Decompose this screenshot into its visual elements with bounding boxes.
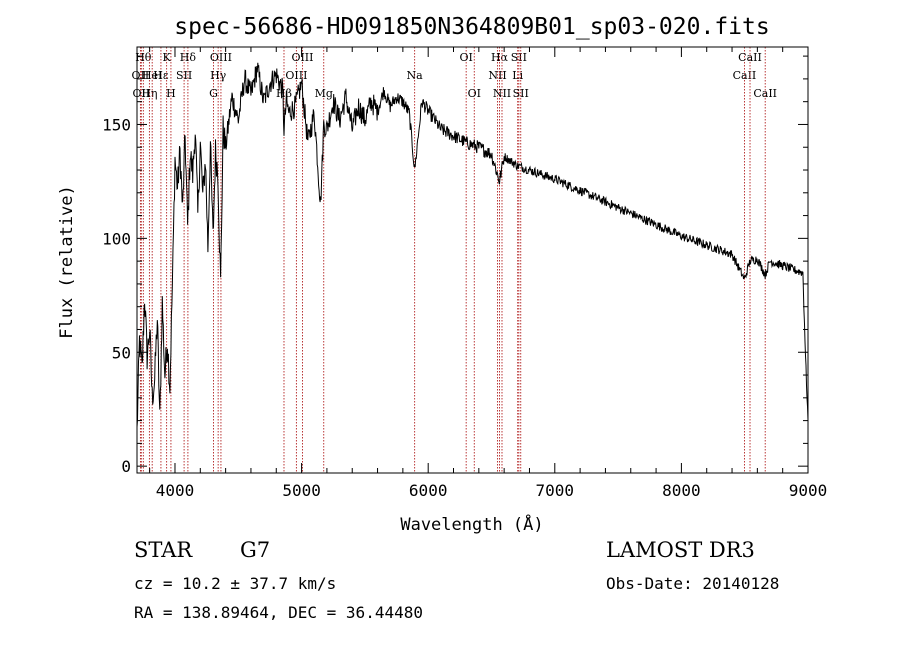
y-tick-label: 100 (102, 229, 131, 248)
spectral-line-label: Hβ (276, 87, 292, 100)
spectral-line-label: CaII (733, 69, 757, 82)
redshift-velocity: cz = 10.2 ± 37.7 km/s (134, 574, 337, 593)
spectral-line-label: OIII (210, 51, 232, 64)
spectral-line-label: OIII (285, 69, 307, 82)
x-tick-label: 4000 (156, 481, 195, 500)
plot-frame (136, 46, 809, 474)
emission-line-markers: HθOIIOIIHηHeIHεKHSIIHδGHγOIIIHβOIIIOIIIM… (132, 47, 777, 473)
chart-title: spec-56686-HD091850N364809B01_sp03-020.f… (174, 14, 769, 40)
spectral-line-label: HeI (142, 69, 162, 82)
survey-name: LAMOST DR3 (606, 538, 755, 562)
y-axis-label: Flux (relative) (57, 185, 77, 339)
spectral-line-label: OI (468, 87, 481, 100)
spectral-line-label: Hε (153, 69, 169, 82)
x-tick-label: 5000 (282, 481, 321, 500)
spectral-line-label: OII (132, 69, 150, 82)
object-subclass: G7 (240, 538, 271, 562)
spectral-line-label: Hγ (210, 69, 227, 82)
x-tick-label: 8000 (662, 481, 701, 500)
flux-series-line (136, 62, 809, 428)
spectral-line-label: OI (459, 51, 472, 64)
x-tick-label: 6000 (409, 481, 448, 500)
flux-series (136, 62, 809, 428)
spectral-line-label: K (163, 51, 172, 64)
spectral-line-label: Hη (141, 87, 157, 100)
x-axis-label: Wavelength (Å) (400, 513, 543, 535)
spectral-line-label: OIII (291, 51, 313, 64)
y-tick-label: 0 (121, 457, 131, 476)
axis-ticks: 4000 5000 6000 7000 8000 9000 0 50 100 150 (102, 47, 827, 500)
spectral-line-label: Mg (315, 87, 333, 100)
spectral-line-label: G (209, 87, 218, 100)
spectral-line-label: Hδ (180, 51, 197, 64)
spectral-line-label: SII (513, 87, 529, 100)
spectral-line-label: CaII (738, 51, 762, 64)
spectral-line-label: Hα (491, 51, 509, 64)
object-class: STAR (134, 538, 193, 562)
spectral-line-label: NII (493, 87, 511, 100)
spectral-line-label: Hθ (135, 51, 152, 64)
spectral-line-label: H (166, 87, 176, 100)
spectral-line-label: SII (176, 69, 192, 82)
spectral-line-label: Na (407, 69, 424, 82)
x-tick-label: 7000 (536, 481, 575, 500)
observation-date: Obs-Date: 20140128 (606, 574, 780, 593)
x-tick-label: 9000 (789, 481, 828, 500)
y-tick-label: 150 (102, 115, 131, 134)
spectral-line-label: SII (511, 51, 527, 64)
spectral-line-label: NII (488, 69, 506, 82)
sky-coordinates: RA = 138.89464, DEC = 36.44480 (134, 603, 423, 622)
y-tick-label: 50 (112, 343, 131, 362)
spectral-line-label: CaII (753, 87, 777, 100)
spectral-line-label: Li (512, 69, 523, 82)
